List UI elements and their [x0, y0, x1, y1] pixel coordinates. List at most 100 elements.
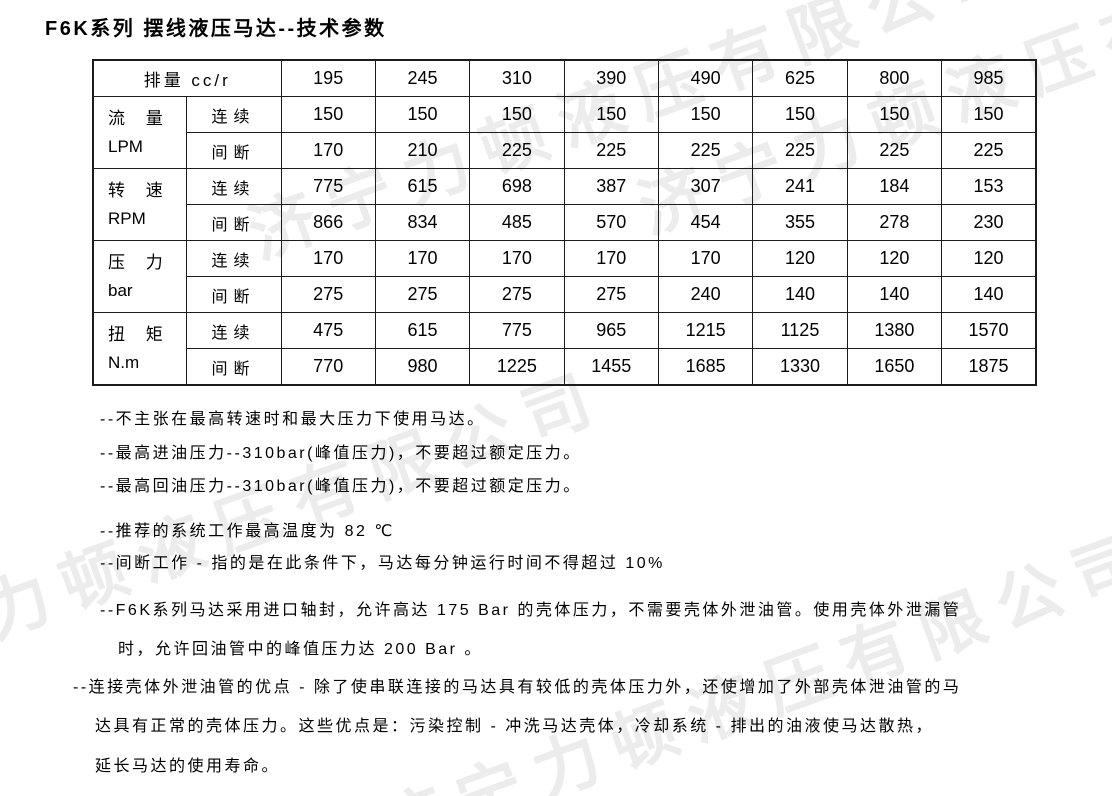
- cell-value: 1455: [563, 348, 659, 386]
- cell-value: 698: [469, 168, 565, 205]
- note-line: 延长马达的使用寿命。: [95, 758, 281, 775]
- cell-value: 150: [280, 96, 376, 133]
- cell-value: 225: [846, 132, 943, 169]
- cell-value: 153: [941, 168, 1037, 205]
- cell-value: 225: [752, 132, 848, 169]
- note-line: --连接壳体外泄油管的优点 - 除了使串联连接的马达具有较低的壳体压力外，还使增…: [73, 679, 962, 696]
- cell-value: 1330: [752, 348, 848, 386]
- table-row: 间断 866 834 485 570 454 355 278 230: [93, 204, 1037, 241]
- cell-value: 225: [563, 132, 659, 169]
- cell-value: 278: [846, 204, 943, 241]
- cell-value: 140: [846, 276, 943, 313]
- spec-table-body: 排量 cc/r 195 245 310 390 490 625 800 985 流 量 LPM 连续 1…: [92, 59, 1037, 386]
- table-row: 转 速 RPM 连续 775 615 698 387 307 241 184 153: [92, 168, 1037, 241]
- mode-label: 连续: [185, 240, 282, 277]
- table-row: 间断 170 210 225 225 225 225 225 225: [93, 132, 1037, 169]
- note-line: 达具有正常的壳体压力。这些优点是：污染控制 - 冲洗马达壳体，冷却系统 - 排出…: [95, 718, 934, 735]
- cell-value: 570: [563, 204, 659, 241]
- row-group-label: 转 速 RPM: [92, 168, 187, 241]
- cell-value: 615: [374, 312, 471, 349]
- cell-value: 150: [941, 96, 1037, 133]
- cell-value: 230: [941, 204, 1037, 241]
- cell-value: 387: [563, 168, 659, 205]
- cell-value: 980: [374, 348, 471, 386]
- cell-value: 170: [280, 132, 376, 169]
- note-line: --最高进油压力--310bar(峰值压力)，不要超过额定压力。: [100, 445, 582, 462]
- cell-value: 1215: [657, 312, 754, 349]
- cell-value: 225: [657, 132, 754, 169]
- table-row: 扭 矩 N.m 连续 475 615 775 965 1215 1125 1380 1570: [92, 312, 1037, 386]
- cell-value: 150: [657, 96, 754, 133]
- cell-value: 1685: [657, 348, 754, 386]
- cell-value: 355: [752, 204, 848, 241]
- cell-value: 1650: [846, 348, 943, 386]
- table-row: 间断 770 980 1225 1455 1685 1330 1650 1875: [93, 348, 1037, 386]
- cell-value: 866: [280, 204, 376, 241]
- cell-value: 225: [941, 132, 1037, 169]
- displacement-value: 310: [469, 59, 565, 97]
- cell-value: 1125: [752, 312, 848, 349]
- mode-label: 连续: [185, 96, 282, 133]
- displacement-value: 245: [374, 59, 471, 97]
- cell-value: 275: [280, 276, 376, 313]
- mode-label: 间断: [185, 348, 282, 386]
- cell-value: 1380: [846, 312, 943, 349]
- cell-value: 170: [280, 240, 376, 277]
- cell-value: 225: [469, 132, 565, 169]
- cell-value: 120: [752, 240, 848, 277]
- group-name: 压 力: [108, 252, 171, 272]
- cell-value: 170: [469, 240, 565, 277]
- cell-value: 307: [657, 168, 754, 205]
- note-line: --推荐的系统工作最高温度为 82 ℃: [100, 523, 395, 540]
- displacement-header-label: 排量 cc/r: [92, 59, 282, 97]
- displacement-value: 195: [280, 59, 376, 97]
- cell-value: 240: [657, 276, 754, 313]
- mode-label: 间断: [185, 132, 282, 169]
- cell-value: 150: [563, 96, 659, 133]
- cell-value: 485: [469, 204, 565, 241]
- cell-value: 615: [374, 168, 471, 205]
- group-unit: RPM: [108, 208, 146, 228]
- cell-value: 150: [846, 96, 943, 133]
- displacement-value: 490: [657, 59, 754, 97]
- row-group-label: 流 量 LPM: [92, 96, 187, 169]
- group-name: 流 量: [108, 108, 171, 128]
- displacement-value: 625: [752, 59, 848, 97]
- note-line: --不主张在最高转速时和最大压力下使用马达。: [100, 411, 486, 428]
- cell-value: 210: [374, 132, 471, 169]
- group-name: 扭 矩: [108, 324, 171, 344]
- table-row: 流 量 LPM 连续 150 150 150 150 150 150 150 150: [92, 96, 1037, 169]
- group-unit: N.m: [108, 352, 140, 372]
- cell-value: 770: [280, 348, 376, 386]
- cell-value: 241: [752, 168, 848, 205]
- page-title: F6K系列 摆线液压马达--技术参数: [45, 18, 387, 40]
- mode-label: 连续: [185, 168, 282, 205]
- note-line: --F6K系列马达采用进口轴封，允许高达 175 Bar 的壳体压力，不需要壳体…: [100, 602, 962, 619]
- cell-value: 275: [469, 276, 565, 313]
- table-row: 间断 275 275 275 275 240 140 140 140: [93, 276, 1037, 313]
- cell-value: 170: [563, 240, 659, 277]
- table-row: 压 力 bar 连续 170 170 170 170 170 120 120 120: [92, 240, 1037, 313]
- mode-label: 连续: [185, 312, 282, 349]
- cell-value: 170: [374, 240, 471, 277]
- cell-value: 454: [657, 204, 754, 241]
- cell-value: 140: [752, 276, 848, 313]
- cell-value: 965: [563, 312, 659, 349]
- row-group-label: 扭 矩 N.m: [92, 312, 187, 386]
- cell-value: 275: [374, 276, 471, 313]
- mode-label: 间断: [185, 204, 282, 241]
- cell-value: 775: [469, 312, 565, 349]
- cell-value: 140: [941, 276, 1037, 313]
- cell-value: 475: [280, 312, 376, 349]
- note-line: --最高回油压力--310bar(峰值压力)，不要超过额定压力。: [100, 478, 582, 495]
- group-unit: bar: [108, 280, 133, 300]
- group-unit: LPM: [108, 136, 143, 156]
- cell-value: 120: [941, 240, 1037, 277]
- cell-value: 1570: [941, 312, 1037, 349]
- row-group-label: 压 力 bar: [92, 240, 187, 313]
- cell-value: 1225: [469, 348, 565, 386]
- cell-value: 150: [469, 96, 565, 133]
- cell-value: 150: [374, 96, 471, 133]
- displacement-value: 985: [941, 59, 1037, 97]
- table-header-row: 排量 cc/r 195 245 310 390 490 625 800 985: [92, 59, 1037, 97]
